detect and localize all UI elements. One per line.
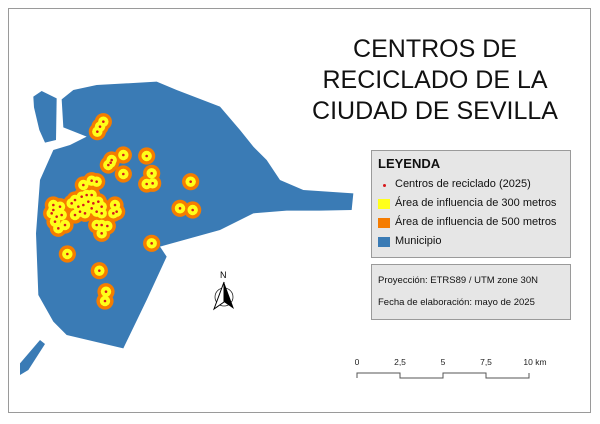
recycling-center-point (151, 182, 154, 185)
scale-label-7-5: 7,5 (480, 357, 492, 367)
recycling-center-point (66, 252, 69, 256)
recycling-center-point (150, 172, 153, 175)
recycling-center-point (85, 193, 88, 197)
point-symbol-icon (378, 178, 390, 191)
scale-bar (356, 372, 530, 379)
legend: LEYENDA Centros de reciclado (2025) Área… (371, 150, 571, 258)
recycling-center-point (92, 202, 95, 205)
legend-item-centers: Centros de reciclado (2025) (378, 175, 564, 194)
recycling-center-point (73, 213, 77, 217)
map-info-box: Proyección: ETRS89 / UTM zone 30N Fecha … (371, 264, 571, 320)
recycling-center-point (96, 130, 99, 133)
recycling-center-point (100, 232, 103, 235)
legend-label: Municipio (395, 235, 442, 247)
recycling-center-point (82, 183, 85, 187)
recycling-center-point (97, 200, 100, 203)
recycling-center-point (189, 180, 192, 183)
recycling-center-point (104, 290, 108, 293)
recycling-center-point (90, 179, 93, 182)
recycling-center-point (83, 212, 87, 215)
recycling-center-point (73, 198, 77, 202)
title-line-2: RECICLADO DE LA (322, 66, 548, 94)
scale-label-10: 10 km (523, 357, 547, 367)
title-line-1: CENTROS DE (353, 35, 517, 63)
projection-text: Proyección: ETRS89 / UTM zone 30N (378, 275, 538, 286)
recycling-center-point (109, 161, 112, 164)
recycling-center-point (53, 220, 57, 223)
title-line-3: CIUDAD DE SEVILLA (312, 97, 558, 125)
recycling-center-point (55, 215, 58, 218)
legend-heading: LEYENDA (378, 156, 441, 171)
yellow-swatch-icon (378, 198, 390, 209)
recycling-center-point (107, 163, 110, 167)
recycling-center-point (63, 223, 67, 227)
recycling-center-point (80, 195, 83, 198)
recycling-center-point (60, 213, 63, 217)
recycling-center-point (191, 208, 194, 212)
recycling-center-point (98, 125, 102, 128)
municipality-polygon-north-lobe (33, 90, 57, 143)
scale-label-0: 0 (354, 357, 360, 367)
recycling-center-point (78, 210, 82, 213)
recycling-center-point (95, 223, 98, 227)
legend-item-500m: Área de influencia de 500 metros (378, 213, 564, 232)
legend-item-municipality: Municipio (378, 232, 564, 251)
recycling-center-point (77, 205, 80, 208)
recycling-center-point (87, 200, 90, 203)
recycling-center-point (122, 153, 125, 157)
scale-label-5: 5 (440, 357, 446, 367)
recycling-center-point (95, 180, 98, 183)
recycling-center-point (110, 158, 113, 162)
north-label: N (220, 270, 227, 280)
recycling-center-point (100, 223, 103, 227)
recycling-center-point (106, 224, 109, 228)
recycling-center-point (52, 203, 55, 207)
recycling-center-point (82, 203, 85, 207)
recycling-center-point (113, 203, 117, 207)
recycling-center-point (115, 210, 118, 213)
recycling-center-point (58, 205, 62, 208)
recycling-center-point (150, 242, 153, 245)
recycling-center-point (100, 212, 103, 215)
recycling-center-point (98, 269, 101, 272)
blue-swatch-icon (378, 236, 390, 247)
recycling-center-point (50, 212, 53, 215)
recycling-center-point (90, 193, 93, 197)
recycling-center-point (70, 202, 73, 205)
recycling-center-point (95, 210, 98, 213)
legend-label: Área de influencia de 300 metros (395, 197, 557, 209)
municipality-polygon-south-fragment (20, 339, 45, 375)
recycling-centers-layer (50, 120, 194, 303)
recycling-center-point (112, 212, 115, 215)
recycling-center-point (122, 172, 125, 176)
date-text: Fecha de elaboración: mayo de 2025 (378, 297, 535, 308)
recycling-center-point (100, 205, 103, 208)
legend-label: Centros de reciclado (2025) (395, 178, 531, 190)
recycling-center-point (145, 154, 148, 158)
recycling-center-point (102, 120, 105, 123)
orange-swatch-icon (378, 217, 390, 228)
scale-label-2-5: 2,5 (394, 357, 406, 367)
legend-label: Área de influencia de 500 metros (395, 216, 557, 228)
recycling-center-point (103, 299, 107, 303)
legend-item-300m: Área de influencia de 300 metros (378, 194, 564, 213)
map-title: CENTROS DE RECICLADO DE LA CIUDAD DE SEV… (300, 34, 570, 127)
recycling-center-point (57, 227, 60, 230)
layout-frame (8, 8, 591, 413)
recycling-center-point (90, 207, 93, 210)
recycling-center-point (145, 182, 148, 186)
recycling-center-point (52, 208, 55, 212)
recycling-center-point (178, 207, 182, 210)
north-arrow-icon (212, 281, 234, 311)
